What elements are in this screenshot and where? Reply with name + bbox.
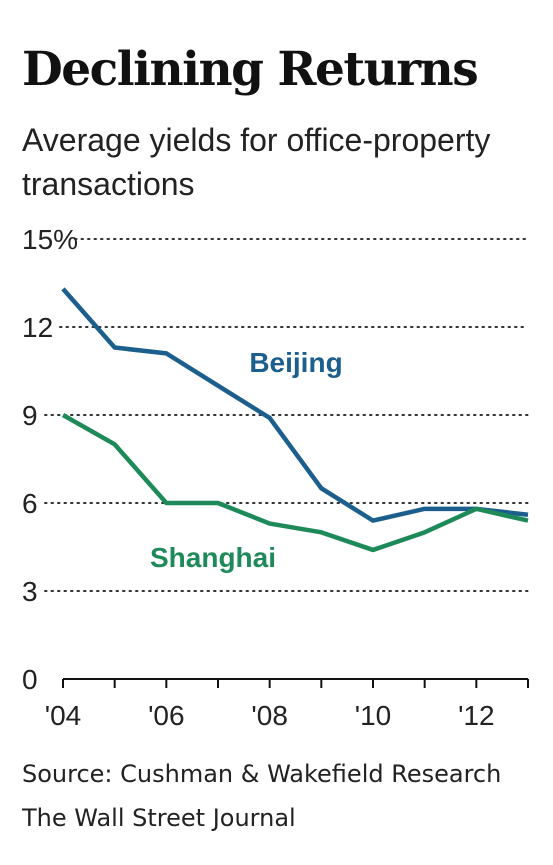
x-tick-label: '12: [458, 700, 495, 731]
series-line-beijing: [61, 287, 529, 523]
line-chart: 0 3 6 9 12 15% '04 '06 '08 '10 '12 Beijing Shanghai: [22, 224, 529, 731]
x-tick-label: '04: [45, 700, 82, 731]
y-tick-label: 12: [22, 312, 53, 343]
series-label-shanghai: Shanghai: [150, 542, 276, 573]
source-note: Source: Cushman & Wakefield Research The…: [22, 752, 501, 840]
y-tick-label: 15%: [22, 224, 78, 255]
y-tick-label: 9: [22, 400, 38, 431]
x-tick-label: '10: [355, 700, 392, 731]
y-tick-label: 6: [22, 488, 38, 519]
series-label-beijing: Beijing: [249, 347, 342, 378]
y-tick-label: 3: [22, 576, 38, 607]
x-tick-label: '06: [148, 700, 185, 731]
y-tick-label: 0: [22, 664, 38, 695]
x-tick-label: '08: [251, 700, 288, 731]
series-line-shanghai: [61, 413, 529, 553]
gridlines: [44, 238, 529, 592]
x-axis: [62, 678, 529, 688]
publisher-text: The Wall Street Journal: [22, 804, 296, 832]
source-text: Source: Cushman & Wakefield Research: [22, 760, 502, 788]
labels: 0 3 6 9 12 15% '04 '06 '08 '10 '12 Beijing Shanghai: [22, 224, 495, 731]
chart-title: Declining Returns: [22, 42, 479, 97]
chart-subtitle: Average yields for office-property trans…: [22, 122, 491, 202]
series-lines: [61, 287, 529, 553]
